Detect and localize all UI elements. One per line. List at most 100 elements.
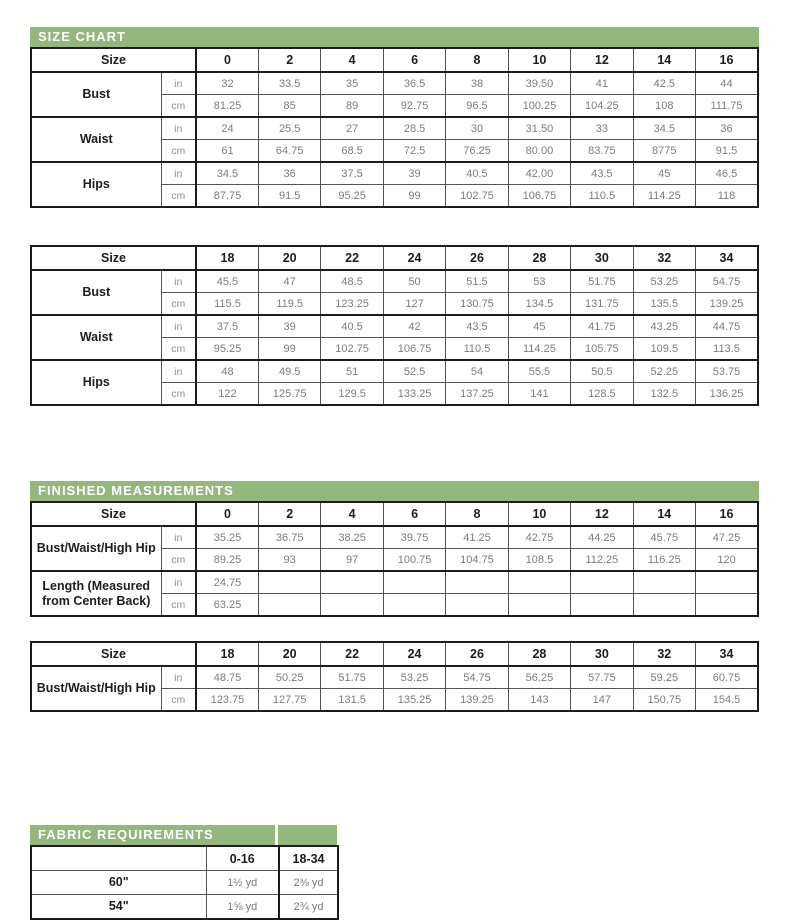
size-label: Size	[30, 245, 198, 271]
hips-cm-value: 118	[695, 184, 759, 208]
bust-in-value: 41	[570, 71, 634, 95]
waist-in-value: 34.5	[632, 116, 697, 140]
fabric-yardage-value: 1½ yd	[205, 870, 280, 895]
bust-waist-high-hip-in-value: 57.75	[570, 665, 634, 689]
row-label-hips: Hips	[30, 359, 162, 406]
bust-cm-value: 111.75	[695, 94, 759, 118]
bust-in-value: 32	[195, 71, 259, 95]
bust-waist-high-hip-cm-value: 147	[570, 688, 634, 712]
bust-in-value: 33.5	[257, 71, 322, 95]
length-in-value	[445, 570, 509, 594]
bust-waist-high-hip-in-value: 36.75	[257, 525, 322, 549]
size-header-row: Size 18 20 22 24 26 28 30 32 34	[30, 641, 759, 667]
row-label-bust-waist-high-hip: Bust/Waist/High Hip	[30, 665, 162, 712]
bust-cm-value: 123.25	[320, 292, 384, 316]
bust-in-row: Bust in 45.5 47 48.5 50 51.5 53 51.75 53.25 54.7…	[30, 269, 759, 316]
bust-cm-value: 108	[632, 94, 697, 118]
unit-label-cm: cm	[160, 337, 198, 361]
size-column-header: 16	[695, 501, 759, 527]
size-column-header: 8	[445, 501, 509, 527]
finished-measurements-table-0-16: Size 0 2 4 6 8 10 12 14 16 Bust/Waist/High Hip i…	[30, 501, 759, 617]
waist-cm-value: 106.75	[382, 337, 447, 361]
size-column-header: 2	[257, 501, 322, 527]
bust-waist-high-hip-cm-value: 116.25	[632, 548, 697, 572]
waist-cm-value: 95.25	[195, 337, 259, 361]
size-column-header: 4	[320, 47, 384, 73]
size-column-header: 34	[695, 245, 759, 271]
bust-cm-value: 119.5	[257, 292, 322, 316]
bust-waist-high-hip-cm-value: 108.5	[507, 548, 572, 572]
hips-cm-value: 136.25	[695, 382, 759, 406]
row-label-waist: Waist	[30, 314, 162, 361]
size-header-row: Size 0 2 4 6 8 10 12 14 16	[30, 501, 759, 527]
bust-waist-high-hip-in-value: 47.25	[695, 525, 759, 549]
waist-in-value: 43.25	[632, 314, 697, 338]
size-column-header: 28	[507, 641, 572, 667]
fabric-requirements-table: 0-16 18-34 60" 1½ yd 2⅜ yd 54" 1⅝ yd 2¾ yd	[30, 845, 339, 920]
length-cm-value	[695, 593, 759, 617]
waist-in-value: 33	[570, 116, 634, 140]
size-column-header: 2	[257, 47, 322, 73]
unit-label-cm: cm	[160, 548, 198, 572]
hips-in-value: 34.5	[195, 161, 259, 185]
waist-in-value: 25.5	[257, 116, 322, 140]
bust-in-value: 45.5	[195, 269, 259, 293]
unit-label-cm: cm	[160, 382, 198, 406]
waist-cm-value: 109.5	[632, 337, 697, 361]
size-column-header: 6	[382, 501, 447, 527]
length-cm-value	[632, 593, 697, 617]
hips-in-row: Hips in 34.5 36 37.5 39 40.5 42.00 43.5 45 46.5	[30, 161, 759, 208]
size-column-header: 18	[195, 641, 259, 667]
hips-in-value: 40.5	[445, 161, 509, 185]
size-column-header: 24	[382, 641, 447, 667]
bust-cm-value: 100.25	[507, 94, 572, 118]
hips-in-value: 48	[195, 359, 259, 383]
waist-in-value: 44.75	[695, 314, 759, 338]
length-in-value	[570, 570, 634, 594]
fabric-size-range-header-row: 0-16 18-34	[30, 845, 339, 871]
bust-waist-high-hip-cm-value: 89.25	[195, 548, 259, 572]
hips-cm-value: 95.25	[320, 184, 384, 208]
size-label: Size	[30, 501, 198, 527]
bust-waist-high-hip-cm-value: 135.25	[382, 688, 447, 712]
bust-in-value: 35	[320, 71, 384, 95]
waist-in-value: 30	[445, 116, 509, 140]
unit-label-in: in	[160, 116, 198, 140]
hips-in-value: 52.5	[382, 359, 447, 383]
size-column-header: 0	[195, 47, 259, 73]
hips-in-value: 36	[257, 161, 322, 185]
waist-cm-value: 83.75	[570, 139, 634, 163]
size-column-header: 10	[507, 501, 572, 527]
finished-measurements-table-18-34: Size 18 20 22 24 26 28 30 32 34 Bust/Waist/High …	[30, 641, 759, 712]
size-label: Size	[30, 641, 198, 667]
unit-label-in: in	[160, 525, 198, 549]
waist-in-value: 24	[195, 116, 259, 140]
waist-in-value: 40.5	[320, 314, 384, 338]
bust-cm-value: 115.5	[195, 292, 259, 316]
bust-waist-high-hip-cm-value: 104.75	[445, 548, 509, 572]
unit-label-cm: cm	[160, 184, 198, 208]
waist-in-value: 39	[257, 314, 322, 338]
hips-in-value: 53.75	[695, 359, 759, 383]
hips-in-value: 37.5	[320, 161, 384, 185]
unit-label-cm: cm	[160, 593, 198, 617]
waist-in-value: 45	[507, 314, 572, 338]
size-column-header: 22	[320, 245, 384, 271]
bust-in-value: 36.5	[382, 71, 447, 95]
size-column-header: 4	[320, 501, 384, 527]
bust-waist-high-hip-cm-value: 120	[695, 548, 759, 572]
length-in-value	[695, 570, 759, 594]
fabric-yardage-value: 2⅜ yd	[278, 870, 339, 895]
size-header-row: Size 18 20 22 24 26 28 30 32 34	[30, 245, 759, 271]
hips-cm-row: cm 87.75 91.5 95.25 99 102.75 106.75 110.5 114.…	[31, 184, 759, 208]
row-label-bust-waist-high-hip: Bust/Waist/High Hip	[30, 525, 162, 572]
bust-cm-value: 104.25	[570, 94, 634, 118]
hips-cm-value: 106.75	[507, 184, 572, 208]
waist-in-value: 36	[695, 116, 759, 140]
bust-cm-row: cm 81.25 85 89 92.75 96.5 100.25 104.25 108 111.…	[31, 94, 759, 118]
section-header-size-chart: SIZE CHART	[30, 27, 759, 47]
size-column-header: 24	[382, 245, 447, 271]
fabric-width-60-label: 60"	[30, 870, 207, 895]
length-in-value: 24.75	[195, 570, 259, 594]
